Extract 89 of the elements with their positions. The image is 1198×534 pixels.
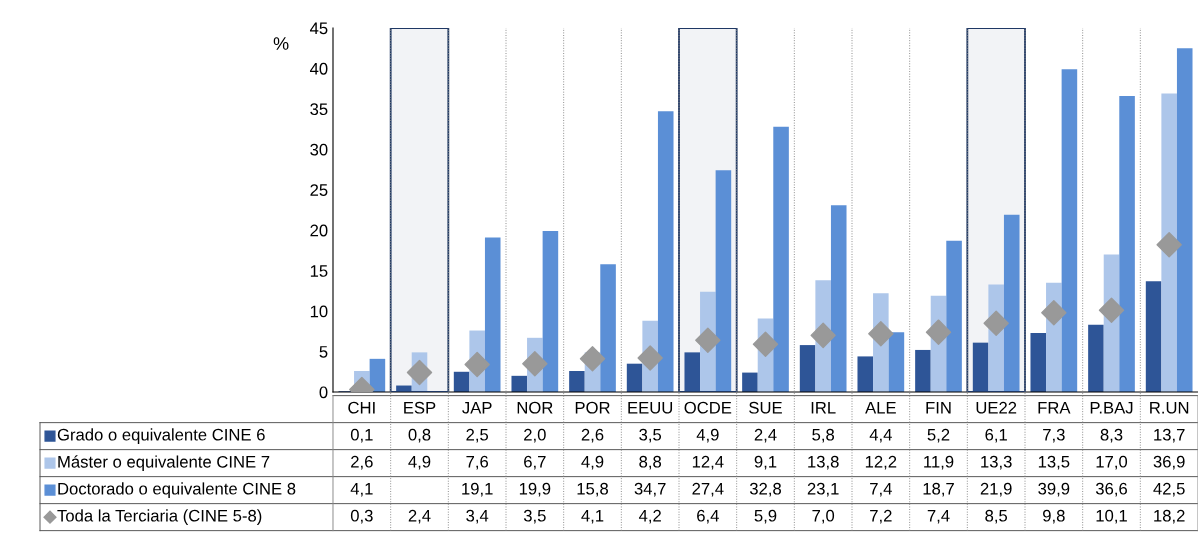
data-label: 18,7	[923, 482, 954, 497]
y-tick-label: 35	[310, 103, 328, 116]
y-tick-label: 0	[319, 386, 328, 399]
data-label: 4,9	[696, 428, 719, 443]
data-label: 0,1	[350, 428, 373, 443]
x-tick-label: FRA	[1038, 401, 1071, 414]
y-tick-label: 40	[309, 62, 328, 75]
x-tick-label: R.UN	[1150, 401, 1189, 414]
data-label: 34,7	[634, 482, 666, 497]
data-label: 2,4	[408, 509, 431, 524]
data-label: 6,7	[524, 455, 546, 470]
data-label: 8,8	[639, 455, 662, 470]
data-label: 7,3	[1043, 428, 1065, 443]
data-label: 10,1	[1096, 509, 1127, 524]
data-label: 36,9	[1153, 455, 1185, 470]
data-label: 9,8	[1043, 509, 1065, 524]
x-tick-label: FIN	[926, 401, 951, 414]
data-label: 27,4	[692, 482, 724, 497]
x-tick-label: EEUU	[628, 401, 673, 414]
x-tick-label: CHI	[348, 401, 375, 414]
x-tick-label: POR	[575, 401, 610, 414]
data-label: 39,9	[1038, 482, 1070, 497]
x-tick-label: SUE	[749, 401, 782, 414]
data-label: 18,2	[1154, 509, 1185, 524]
data-label: 7,0	[812, 509, 835, 524]
data-label: 5,2	[927, 428, 950, 443]
data-label: 7,6	[466, 455, 489, 470]
data-label: 23,1	[807, 482, 839, 497]
data-label: 19,9	[519, 482, 551, 497]
y-tick-label: 5	[319, 346, 328, 358]
data-label: 2,6	[581, 428, 604, 443]
data-label: 4,4	[869, 428, 892, 443]
data-label: 3,5	[523, 509, 546, 524]
y-tick-label: 45	[309, 22, 328, 35]
data-label: 13,7	[1154, 428, 1185, 443]
data-label: 13,5	[1038, 455, 1070, 470]
x-tick-label: NOR	[517, 401, 553, 414]
data-label: 13,3	[981, 455, 1012, 470]
y-tick-label: 25	[310, 184, 328, 196]
x-tick-label: OCDE	[684, 401, 732, 414]
data-label: 19,1	[462, 482, 493, 497]
y-tick-label: 20	[310, 224, 328, 237]
data-label: 42,5	[1153, 482, 1185, 497]
y-tick-label: 10	[310, 305, 328, 318]
data-label: 12,4	[692, 455, 724, 470]
data-label: 4,1	[581, 509, 604, 524]
data-label: 0,3	[350, 509, 373, 524]
data-label: 21,9	[980, 482, 1012, 497]
data-label: 2,6	[351, 455, 373, 470]
x-tick-label: UE22	[976, 401, 1017, 414]
y-axis-title: %	[273, 37, 289, 50]
legend-label: Doctorado o equivalente CINE 8	[58, 482, 296, 498]
data-label: 2,4	[754, 428, 777, 443]
data-label: 32,8	[749, 482, 781, 497]
data-label: 9,1	[754, 455, 777, 470]
data-label: 3,4	[466, 509, 489, 524]
data-label: 3,5	[639, 428, 662, 443]
data-label: 7,4	[870, 482, 892, 497]
legend-label: Toda la Terciaria (CINE 5-8)	[57, 509, 262, 525]
data-label: 4,1	[350, 482, 373, 497]
data-label: 5,9	[754, 509, 777, 524]
data-label: 13,8	[808, 455, 839, 470]
data-label: 11,9	[924, 455, 954, 470]
x-tick-label: IRL	[811, 401, 836, 414]
y-tick-label: 30	[310, 143, 328, 156]
data-label: 12,2	[865, 455, 897, 470]
data-label: 2,5	[466, 428, 489, 443]
data-label: 7,4	[927, 509, 950, 524]
data-label: 15,8	[577, 482, 608, 497]
data-label: 0,8	[408, 428, 431, 443]
data-label: 4,9	[408, 455, 431, 470]
x-tick-label: ALE	[865, 401, 896, 414]
legend-label: Grado o equivalente CINE 6	[57, 428, 265, 444]
data-label: 8,5	[985, 509, 1008, 524]
data-label: 8,3	[1100, 428, 1123, 443]
data-label: 4,9	[581, 455, 604, 470]
x-tick-label: JAP	[462, 401, 492, 414]
legend-label: Máster o equivalente CINE 7	[58, 455, 270, 472]
data-label: 4,2	[638, 509, 661, 524]
data-label: 17,0	[1096, 455, 1128, 470]
data-label: 2,0	[524, 428, 546, 443]
data-label: 36,6	[1095, 482, 1127, 497]
data-label: 6,1	[985, 428, 1007, 443]
x-tick-label: P.BAJ	[1090, 401, 1133, 414]
data-label: 5,8	[812, 428, 835, 443]
y-tick-label: 15	[310, 265, 328, 277]
x-tick-label: ESP	[404, 401, 436, 414]
data-label: 7,2	[870, 509, 892, 524]
data-label: 6,4	[697, 509, 719, 524]
